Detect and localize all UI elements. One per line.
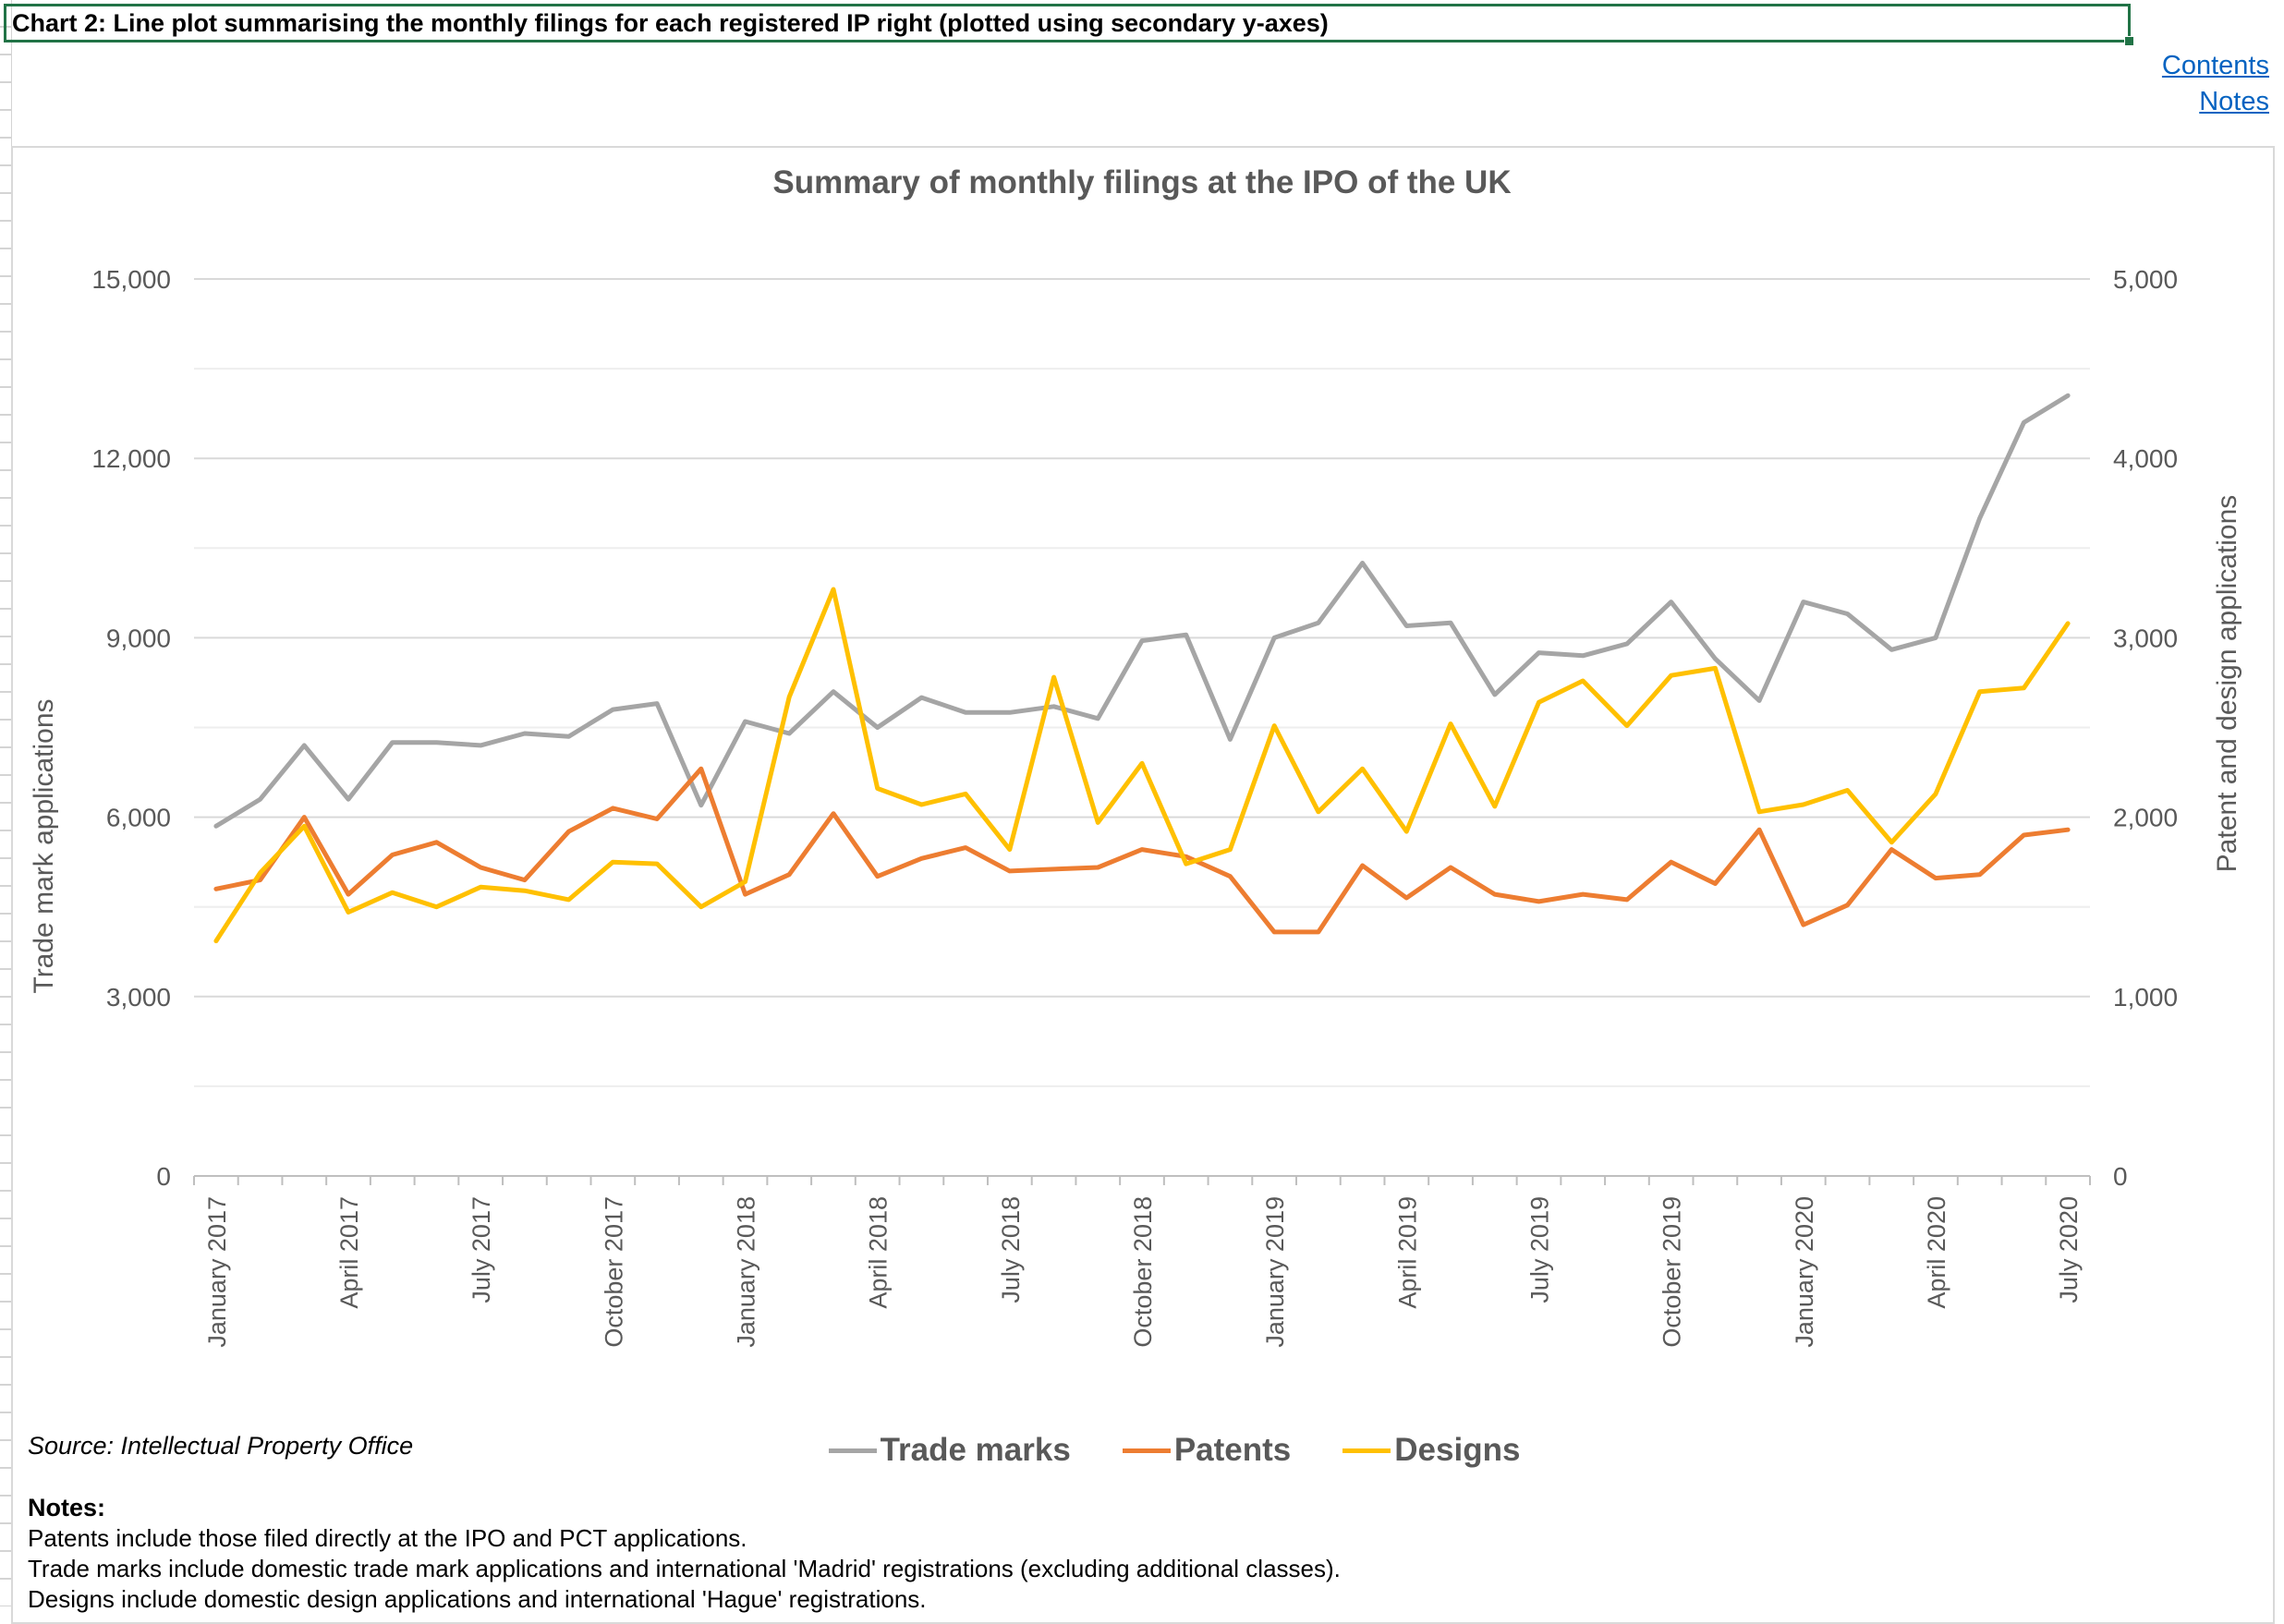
x-tick-label: July 2019: [1525, 1196, 1553, 1303]
source-note: Source: Intellectual Property Office: [28, 1432, 414, 1460]
legend-swatch-patents: [1122, 1448, 1171, 1453]
x-tick-label: July 2017: [468, 1196, 495, 1303]
x-tick-label: July 2020: [2055, 1196, 2083, 1303]
y-tick-label-secondary: 2,000: [2113, 804, 2178, 832]
notes-block: Notes: Patents include those filed direc…: [28, 1493, 1341, 1615]
y-axis-label-primary: Trade mark applications: [29, 698, 59, 994]
chart-title: Summary of monthly filings at the IPO of…: [772, 164, 1512, 200]
contents-link[interactable]: Contents: [2161, 51, 2269, 80]
chart-legend: Trade marks Patents Designs: [0, 1432, 2284, 1469]
legend-swatch-designs: [1342, 1448, 1391, 1453]
x-tick-label: January 2017: [203, 1196, 231, 1348]
x-tick-label: October 2018: [1129, 1196, 1157, 1348]
legend-label: Patents: [1173, 1432, 1292, 1468]
x-tick-label: April 2018: [865, 1196, 893, 1309]
chart-area[interactable]: [11, 146, 2275, 1624]
y-axis-label-secondary: Patent and design applications: [2212, 494, 2242, 873]
legend-item-trade-marks: Trade marks: [828, 1432, 1071, 1469]
y-tick-label-primary: 6,000: [106, 804, 171, 832]
series-line-patents: [213, 766, 2071, 935]
x-tick-label: April 2020: [1923, 1196, 1950, 1309]
x-tick-label: July 2018: [997, 1196, 1025, 1303]
legend-item-patents: Patents: [1122, 1432, 1292, 1469]
y-tick-label-primary: 15,000: [91, 265, 171, 294]
legend-item-designs: Designs: [1342, 1432, 1520, 1469]
note-line: Trade marks include domestic trade mark …: [28, 1555, 1341, 1582]
x-tick-label: April 2017: [335, 1196, 363, 1309]
series-line-trade-marks: [213, 393, 2071, 829]
y-tick-label-secondary: 0: [2113, 1162, 2128, 1191]
y-tick-label-primary: 12,000: [91, 444, 171, 473]
x-tick-label: January 2018: [733, 1196, 760, 1348]
note-line: Designs include domestic design applicat…: [28, 1585, 927, 1613]
notes-link[interactable]: Notes: [2199, 87, 2269, 116]
y-tick-label-secondary: 1,000: [2113, 983, 2178, 1012]
y-tick-label-primary: 0: [156, 1162, 171, 1191]
y-tick-label-primary: 3,000: [106, 983, 171, 1012]
note-line: Patents include those filed directly at …: [28, 1524, 747, 1552]
y-tick-label-secondary: 5,000: [2113, 265, 2178, 294]
y-tick-label-secondary: 3,000: [2113, 624, 2178, 652]
y-tick-label-secondary: 4,000: [2113, 444, 2178, 473]
x-tick-label: April 2019: [1393, 1196, 1421, 1309]
x-tick-label: January 2019: [1261, 1196, 1289, 1348]
y-tick-label-primary: 9,000: [106, 624, 171, 652]
notes-heading: Notes:: [28, 1494, 106, 1521]
sheet-title-cell[interactable]: Chart 2: Line plot summarising the month…: [4, 4, 2134, 46]
x-tick-label: October 2017: [600, 1196, 627, 1348]
legend-swatch-trade-marks: [828, 1448, 877, 1453]
x-tick-label: January 2020: [1791, 1196, 1818, 1348]
series-line-designs: [213, 587, 2071, 944]
legend-label: Designs: [1394, 1432, 1521, 1468]
x-tick-label: October 2019: [1658, 1196, 1686, 1348]
legend-label: Trade marks: [880, 1432, 1071, 1468]
